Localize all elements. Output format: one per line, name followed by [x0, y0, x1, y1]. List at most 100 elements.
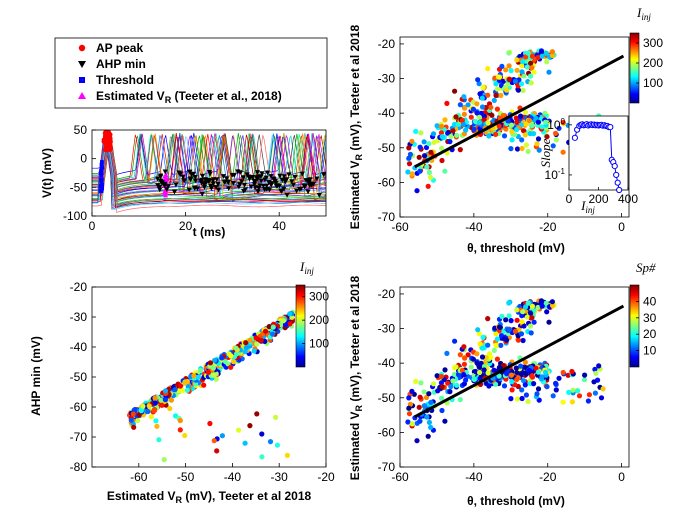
panelB-point: [560, 149, 566, 155]
panelB-point: [485, 120, 491, 126]
inset-ytick-label: 10-1: [545, 167, 566, 182]
panelD-point: [522, 382, 528, 388]
panelD-point: [520, 337, 526, 344]
panelC-point: [274, 442, 280, 448]
panelD-point: [512, 328, 519, 334]
panelB-point: [479, 104, 486, 110]
legend-marker-threshold: [79, 77, 85, 83]
panelB-point: [544, 59, 550, 65]
panelB-inset: 0 200 400 100 10-1 Slope Iinj: [538, 115, 638, 215]
voltage-trace-line: [92, 133, 326, 206]
panelC-point: [233, 345, 239, 351]
panelD-point: [525, 300, 531, 306]
voltage-trace-line: [92, 134, 326, 210]
legend-label: AHP min: [96, 57, 146, 71]
panelB-point: [414, 188, 420, 194]
trace-axes-box: [91, 129, 327, 217]
panelD-point: [569, 399, 576, 405]
panelB-point: [518, 81, 525, 87]
panelD-point: [485, 316, 491, 322]
panelC-ytick-label: -60: [70, 400, 88, 414]
panelC-point: [182, 380, 188, 386]
panelD-point: [600, 386, 606, 392]
panelB-point: [430, 131, 437, 137]
panelC-point: [184, 387, 190, 393]
panelC-xtick-label: -60: [130, 470, 148, 484]
ahp-min-marker: [310, 181, 316, 187]
panelD-point: [509, 379, 515, 385]
panelD-ytick-label: -70: [378, 460, 396, 474]
ahp-min-marker: [215, 182, 221, 187]
panelD-point: [406, 405, 412, 411]
panelB-point: [553, 137, 559, 143]
panelC-y-label: AHP min (mV): [29, 336, 43, 416]
panelD-point: [544, 384, 550, 390]
ahp-min-marker: [208, 186, 215, 191]
panelC-ytick-label: -40: [70, 340, 88, 354]
panelC-point: [282, 322, 289, 328]
panelD-point: [531, 319, 537, 325]
panelB-point: [476, 119, 483, 126]
panelB-point: [488, 104, 494, 110]
panelC-colorbar-tick-label: 100: [309, 337, 329, 351]
panelD-y-label: Estimated VR (mV), Teeter et al 2018: [348, 275, 364, 480]
panelD-point: [438, 373, 444, 380]
ahp-min-marker: [192, 178, 199, 184]
panelC-ytick-label: -50: [70, 370, 88, 384]
panelD-point: [553, 387, 559, 393]
panelB-xtick-label: -60: [391, 220, 409, 234]
panelD-point: [593, 370, 599, 376]
panelD-point: [506, 313, 512, 319]
inset-slope-point: [616, 186, 623, 194]
panelB-point: [509, 129, 515, 135]
panelD-point: [592, 366, 598, 372]
panelD-point: [581, 377, 588, 383]
panelD-point: [423, 394, 430, 401]
panelD-point: [488, 354, 494, 360]
ahp-min-marker: [198, 178, 204, 184]
panelD-point: [416, 404, 422, 410]
ahp-min-marker: [215, 187, 222, 193]
panelD-point: [475, 327, 481, 333]
panelC-point: [258, 337, 264, 344]
ahp-min-marker: [269, 181, 275, 186]
panelB-point: [416, 154, 422, 160]
panelB-point: [465, 102, 471, 108]
panelD-point: [417, 418, 423, 424]
panelC-point: [287, 321, 293, 327]
ahp-min-marker: [180, 174, 186, 180]
panelD-point: [556, 375, 562, 381]
panelB-point: [473, 118, 479, 125]
panelC-point: [211, 372, 217, 378]
panelD-point: [485, 370, 491, 376]
panelB-point: [529, 123, 535, 129]
panelC-point: [162, 388, 169, 394]
inset-xtick-label: 0: [566, 192, 573, 206]
panelD-point: [468, 364, 474, 370]
panelB-point: [520, 87, 526, 94]
panelD-fit-line: [414, 304, 625, 419]
panelD-point: [409, 388, 415, 394]
panelC-point: [242, 440, 248, 446]
panelB-point: [470, 106, 476, 112]
panelB-point: [514, 67, 520, 73]
panelD-point: [479, 354, 486, 360]
ahp-min-marker: [194, 186, 201, 192]
panelB-point: [476, 81, 482, 87]
ahp-min-marker: [161, 182, 168, 188]
ahp-min-marker: [173, 182, 179, 188]
panelB-point: [503, 67, 509, 73]
panelD-point: [498, 342, 504, 348]
panelD-point: [471, 376, 477, 382]
panelD-point: [491, 347, 497, 353]
panelB-point: [522, 109, 529, 115]
panelC-colorbar: [295, 284, 306, 368]
panelB-point: [459, 117, 465, 124]
panelB-point: [534, 141, 540, 147]
inset-slope-point: [571, 134, 579, 141]
ahp-min-marker: [221, 179, 227, 185]
panelD-colorbar-tick-label: 10: [643, 344, 657, 358]
panelB-point: [518, 113, 524, 119]
panelB-point: [501, 133, 508, 139]
ahp-min-marker: [181, 178, 187, 184]
